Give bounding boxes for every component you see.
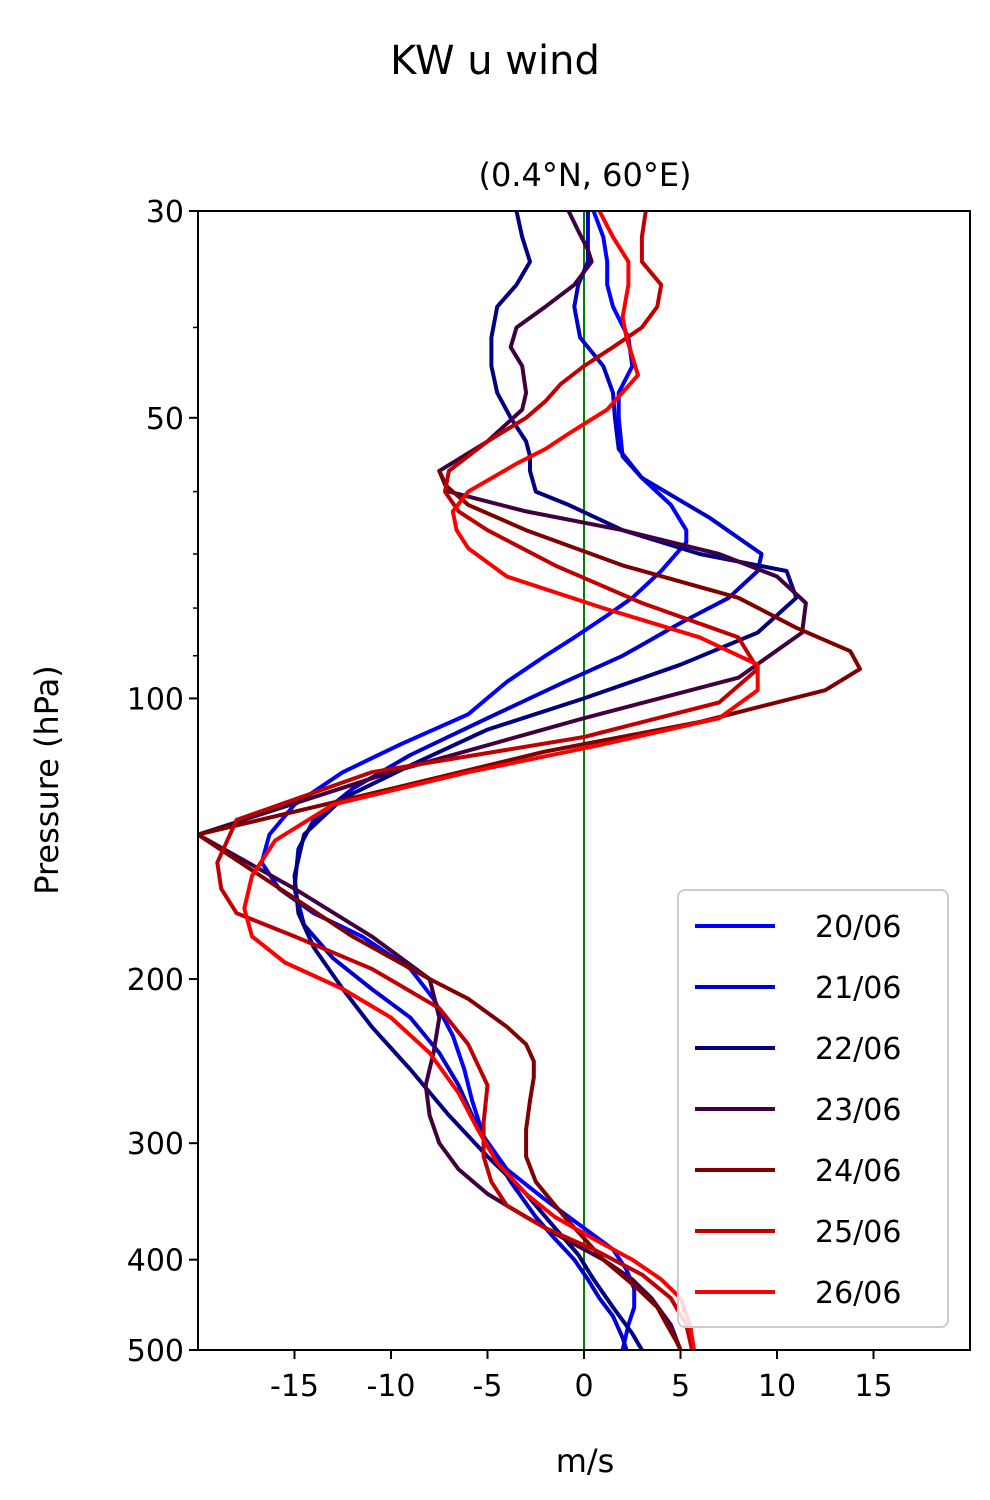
legend-label: 21/06 (815, 971, 901, 1006)
legend-label: 26/06 (815, 1276, 901, 1311)
x-tick-label: 10 (758, 1369, 796, 1404)
y-tick-label: 50 (146, 402, 184, 437)
y-axis-label: Pressure (hPa) (28, 665, 66, 895)
series-line-25-06 (215, 211, 760, 1350)
y-tick-label: 200 (127, 963, 184, 998)
y-tick-label: 400 (127, 1244, 184, 1279)
legend-box (677, 889, 949, 1328)
legend-label: 23/06 (815, 1093, 901, 1128)
figure-suptitle: KW u wind (390, 38, 600, 84)
legend-label: 22/06 (815, 1032, 901, 1067)
x-tick-label: -5 (473, 1369, 503, 1404)
y-tick-label: 500 (127, 1334, 184, 1369)
x-axis-label: m/s (556, 1442, 615, 1480)
series-line-23-06 (198, 211, 808, 1350)
legend-label: 25/06 (815, 1215, 901, 1250)
legend-label: 24/06 (815, 1154, 901, 1189)
y-tick-label: 300 (127, 1127, 184, 1162)
chart-title: (0.4°N, 60°E) (478, 156, 691, 194)
x-tick-label: 15 (854, 1369, 892, 1404)
y-tick-label: 30 (146, 195, 184, 230)
legend-label: 20/06 (815, 910, 901, 945)
x-tick-label: 0 (574, 1369, 593, 1404)
series-line-20-06 (259, 211, 689, 1350)
x-tick-label: 5 (671, 1369, 690, 1404)
series-line-26-06 (242, 211, 760, 1350)
x-tick-label: -15 (270, 1369, 319, 1404)
x-tick-label: -10 (367, 1369, 416, 1404)
y-tick-label: 100 (127, 682, 184, 717)
